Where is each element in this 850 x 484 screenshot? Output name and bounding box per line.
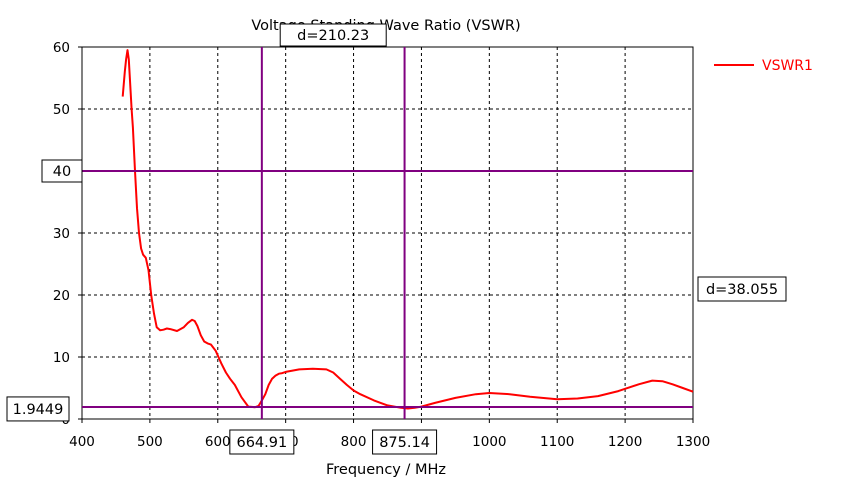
delta-y-label-box	[697, 276, 787, 302]
x-tick-label: 400	[69, 434, 95, 450]
vertical-marker-label-box	[372, 429, 438, 455]
vertical-marker-label: 664.91	[236, 435, 287, 451]
x-tick-label: 500	[137, 434, 163, 450]
x-tick-label: 800	[341, 434, 367, 450]
horizontal-marker-label-box	[6, 396, 70, 422]
y-tick-label: 20	[53, 288, 70, 304]
delta-y-label: d=38.055	[706, 282, 778, 298]
x-tick-label: 1100	[540, 434, 574, 450]
horizontal-marker-label: 1.9449	[13, 402, 64, 418]
legend-label-vswr1: VSWR1	[762, 58, 813, 74]
legend[interactable]: VSWR1	[714, 58, 813, 74]
y-tick-label: 10	[53, 350, 70, 366]
vertical-marker-label: 875.14	[379, 435, 430, 451]
delta-x-label: d=210.23	[297, 28, 369, 44]
marker-labels: 664.91 875.14 40 1.9449 d=210.23 d=38.055	[6, 23, 787, 455]
delta-x-label-box	[279, 23, 387, 47]
horizontal-marker-label-box	[41, 159, 83, 183]
y-tick-label: 30	[53, 226, 70, 242]
x-tick-label: 1000	[472, 434, 506, 450]
y-tick-label: 60	[53, 40, 70, 56]
series-layer	[121, 49, 694, 410]
y-tick-labels: 0102030405060	[53, 40, 82, 428]
series-line-vswr1	[121, 49, 694, 410]
horizontal-marker-label: 40	[53, 164, 71, 180]
vertical-marker-label-box	[229, 429, 295, 455]
marker-lines	[82, 47, 693, 419]
x-tick-label: 1300	[676, 434, 710, 450]
x-axis-label: Frequency / MHz	[326, 462, 446, 478]
x-tick-label: 600	[205, 434, 231, 450]
grid	[82, 47, 693, 419]
x-tick-label: 1200	[608, 434, 642, 450]
y-tick-label: 50	[53, 102, 70, 118]
